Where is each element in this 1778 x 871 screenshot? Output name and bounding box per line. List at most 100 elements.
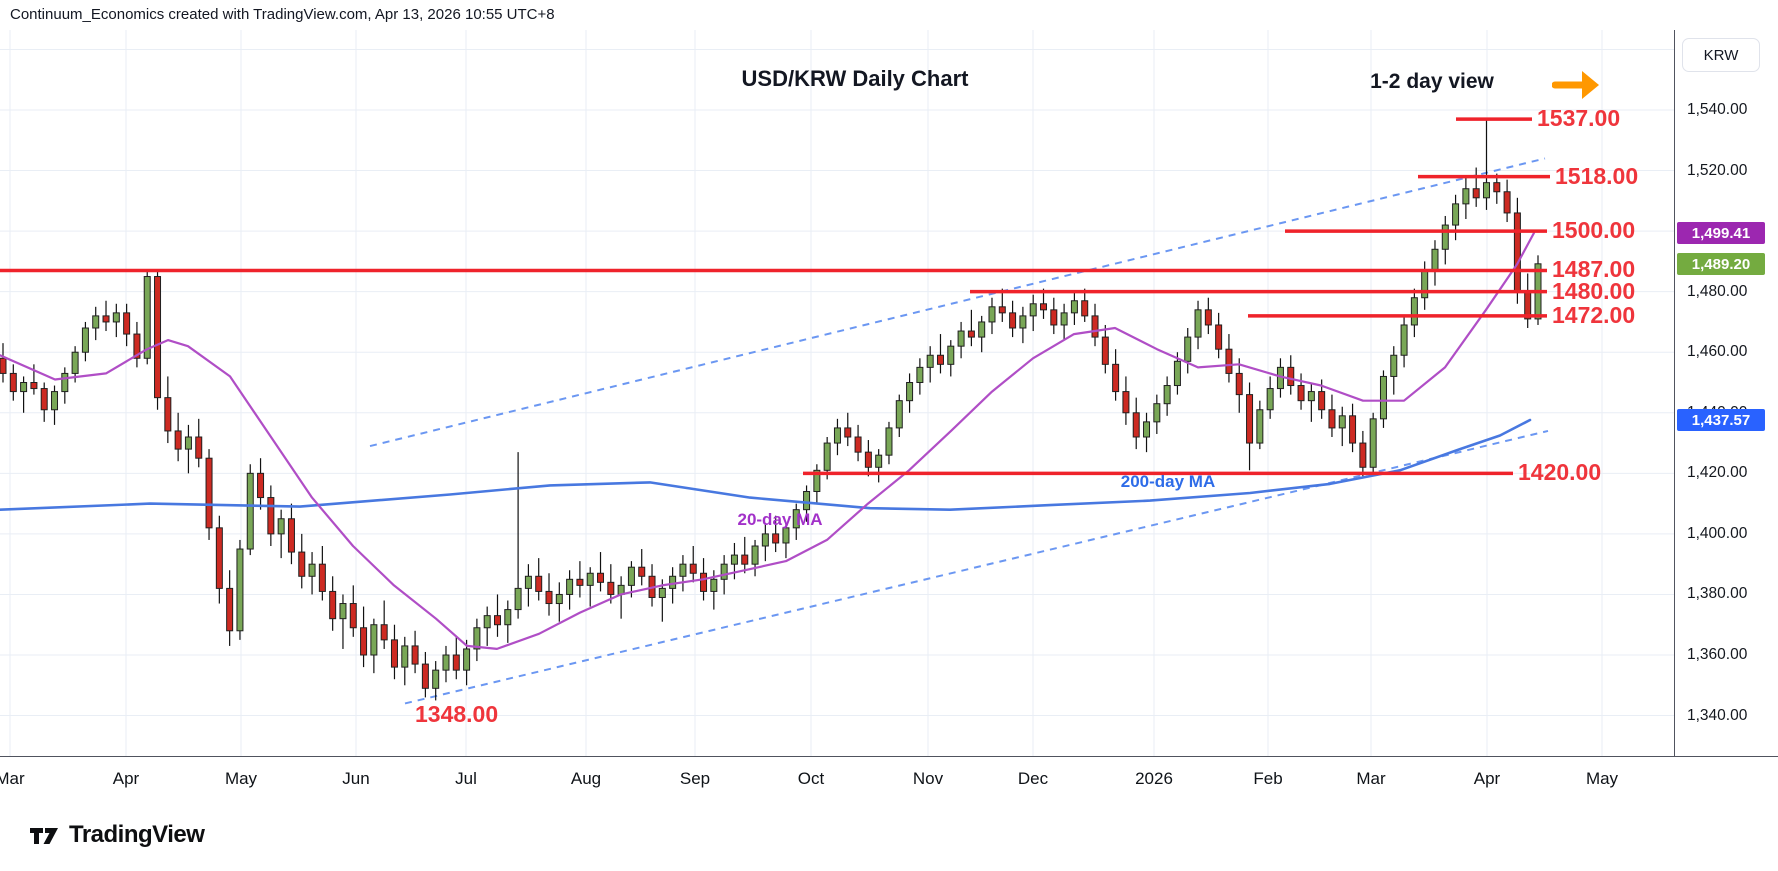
last-price-badge: 1,489.20: [1677, 253, 1765, 275]
candle-up: [1143, 421, 1151, 438]
candle-up: [1338, 415, 1346, 429]
candle-up: [92, 315, 100, 329]
candle-down: [1493, 182, 1501, 193]
candle-up: [957, 330, 965, 347]
candle-down: [1050, 309, 1058, 326]
candle-up: [1070, 300, 1078, 314]
candle-down: [133, 333, 141, 359]
candle-down: [380, 624, 388, 641]
candle-down: [102, 315, 110, 323]
candle-down: [0, 357, 7, 374]
candle-down: [607, 581, 615, 595]
candle-down: [700, 572, 708, 592]
candle-up: [658, 587, 666, 598]
x-axis-label-7-Oct: Oct: [797, 769, 825, 788]
candle-up: [401, 645, 409, 668]
candle-down: [1503, 191, 1511, 214]
candle-down: [329, 590, 337, 620]
candle-up: [1256, 409, 1264, 444]
candle-up: [813, 469, 821, 493]
candle-up: [947, 345, 955, 365]
candle-down: [1513, 212, 1521, 293]
candle-up: [906, 382, 914, 402]
candle-down: [1359, 442, 1367, 468]
y-axis-label-1340: 1,340.00: [1687, 706, 1748, 724]
ma20-price-badge: 1,499.41: [1677, 222, 1765, 244]
candle-up: [308, 563, 316, 577]
candle-down: [638, 566, 646, 577]
candle-down: [1349, 415, 1357, 444]
currency-button[interactable]: KRW: [1682, 38, 1760, 72]
candle-up: [483, 615, 491, 629]
x-axis-label-6-Sep: Sep: [679, 769, 711, 788]
candle-up: [586, 572, 594, 586]
candle-up: [978, 321, 986, 338]
candle-down: [1101, 336, 1109, 365]
candle-down: [844, 427, 852, 438]
level-label-1348: 1348.00: [415, 701, 499, 727]
candle-up: [81, 327, 89, 353]
x-axis-label-0-Mar: Mar: [0, 769, 25, 788]
candle-up: [1410, 297, 1418, 326]
candle-down: [164, 397, 172, 432]
y-axis-label-1420: 1,420.00: [1687, 464, 1748, 482]
candle-down: [1328, 409, 1336, 429]
candle-down: [287, 518, 295, 553]
ma200-label: 200-day MA: [1120, 472, 1216, 491]
ma20-label: 20-day MA: [737, 510, 823, 529]
level-label-1500: 1500.00: [1552, 217, 1636, 244]
candle-up: [885, 427, 893, 456]
candle-up: [236, 548, 244, 632]
level-label-1537: 1537.00: [1537, 105, 1621, 132]
candle-up: [514, 587, 522, 611]
candle-down: [864, 451, 872, 468]
candle-down: [123, 312, 131, 335]
candle-down: [318, 563, 326, 592]
candle-up: [926, 354, 934, 368]
candle-up: [473, 627, 481, 650]
x-axis-label-8-Nov: Nov: [912, 769, 944, 788]
candle-down: [9, 372, 17, 393]
candle-up: [1194, 309, 1202, 338]
candle-up: [1452, 203, 1460, 226]
candle-down: [535, 575, 543, 592]
candle-down: [936, 354, 944, 365]
x-axis-label-1-Apr: Apr: [112, 769, 140, 788]
candle-down: [421, 663, 429, 689]
candle-down: [1318, 391, 1326, 411]
candle-up: [463, 648, 471, 671]
time-axis[interactable]: Mar Apr May Jun Jul Aug Sep Oct Nov Dec 2026 Feb Mar…: [0, 756, 1778, 808]
candle-down: [390, 639, 398, 668]
candle-up: [730, 554, 738, 565]
tradingview-brand[interactable]: TradingView: [28, 819, 205, 851]
x-axis-label-10-2026: 2026: [1135, 769, 1173, 788]
candle-down: [597, 572, 605, 583]
x-axis-label-5-Aug: Aug: [570, 769, 602, 788]
candle-up: [1307, 391, 1315, 402]
level-label-1480: 1480.00: [1552, 277, 1636, 304]
brand-text: TradingView: [69, 821, 205, 848]
candle-down: [349, 603, 357, 629]
candle-down: [967, 330, 975, 338]
candle-down: [1225, 348, 1233, 374]
chart-plot-area[interactable]: 20-day MA 200-day MA 1348.00 1537.00 1518…: [0, 30, 1674, 756]
candle-up: [51, 391, 59, 411]
chart-credit-text: Continuum_Economics created with Trading…: [10, 6, 555, 23]
candle-up: [803, 491, 811, 511]
candle-up: [1482, 182, 1490, 199]
candle-up: [566, 578, 574, 595]
price-axis[interactable]: KRW 1,540.001,520.001,500.001,480.001,46…: [1674, 30, 1778, 806]
candle-down: [411, 645, 419, 665]
chart-title: USD/KRW Daily Chart: [741, 66, 969, 91]
x-axis-label-12-Mar: Mar: [1356, 769, 1386, 788]
candle-down: [195, 436, 203, 459]
candle-up: [1400, 324, 1408, 356]
footer: TradingView: [0, 807, 1778, 871]
channel-line-lower: [404, 429, 1549, 705]
candle-down: [215, 527, 223, 589]
candle-up: [875, 454, 883, 468]
x-axis-label-9-Dec: Dec: [1017, 769, 1049, 788]
x-axis-label-11-Feb: Feb: [1253, 769, 1283, 788]
candle-down: [1235, 372, 1243, 396]
